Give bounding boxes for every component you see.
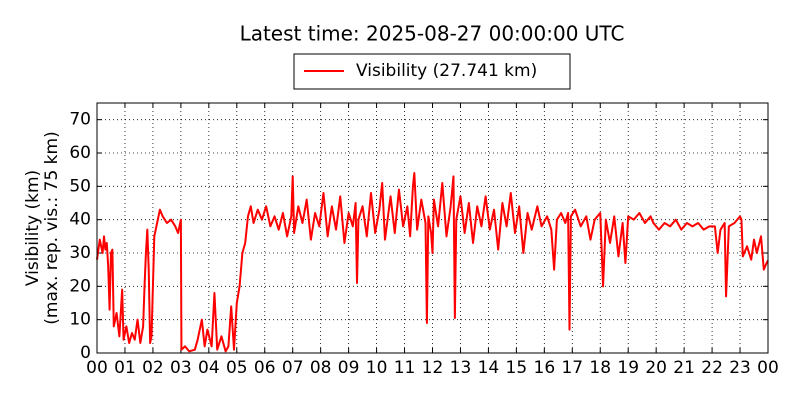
y-tick-label: 40 <box>69 210 91 230</box>
x-tick-label: 05 <box>226 358 248 378</box>
x-tick-label: 22 <box>701 358 723 378</box>
chart-title: Latest time: 2025-08-27 00:00:00 UTC <box>240 22 625 46</box>
x-tick-label: 08 <box>310 358 332 378</box>
x-tick-label: 02 <box>142 358 164 378</box>
x-tick-label: 00 <box>86 358 108 378</box>
x-tick-label: 07 <box>282 358 304 378</box>
x-tick-label: 18 <box>589 358 611 378</box>
x-tick-label: 23 <box>729 358 751 378</box>
y-tick-label: 0 <box>80 343 91 363</box>
x-tick-label: 13 <box>450 358 472 378</box>
y-tick-label: 60 <box>69 143 91 163</box>
x-tick-label: 21 <box>673 358 695 378</box>
x-tick-label: 15 <box>506 358 528 378</box>
x-tick-label: 19 <box>617 358 639 378</box>
x-tick-label: 03 <box>170 358 192 378</box>
y-tick-label: 70 <box>69 110 91 130</box>
x-tick-label: 09 <box>338 358 360 378</box>
x-tick-label: 20 <box>645 358 667 378</box>
x-tick-label: 14 <box>478 358 500 378</box>
y-tick-label: 30 <box>69 243 91 263</box>
x-tick-label: 00 <box>757 358 779 378</box>
plot-frame <box>96 102 769 354</box>
x-tick-label: 04 <box>198 358 220 378</box>
data-line <box>96 172 769 353</box>
y-tick-label: 50 <box>69 176 91 196</box>
y-axis-label: (max. rep. vis.: 75 km) <box>42 131 62 324</box>
x-tick-label: 12 <box>422 358 444 378</box>
x-tick-label: 10 <box>366 358 388 378</box>
x-tick-label: 06 <box>254 358 276 378</box>
x-tick-label: 17 <box>561 358 583 378</box>
x-tick-label: 11 <box>394 358 416 378</box>
y-tick-label: 20 <box>69 276 91 296</box>
y-axis-label: Visibility (km) <box>23 170 43 286</box>
x-tick-label: 01 <box>114 358 136 378</box>
y-tick-label: 10 <box>69 310 91 330</box>
legend-label: Visibility (27.741 km) <box>356 61 537 81</box>
x-tick-label: 16 <box>534 358 556 378</box>
